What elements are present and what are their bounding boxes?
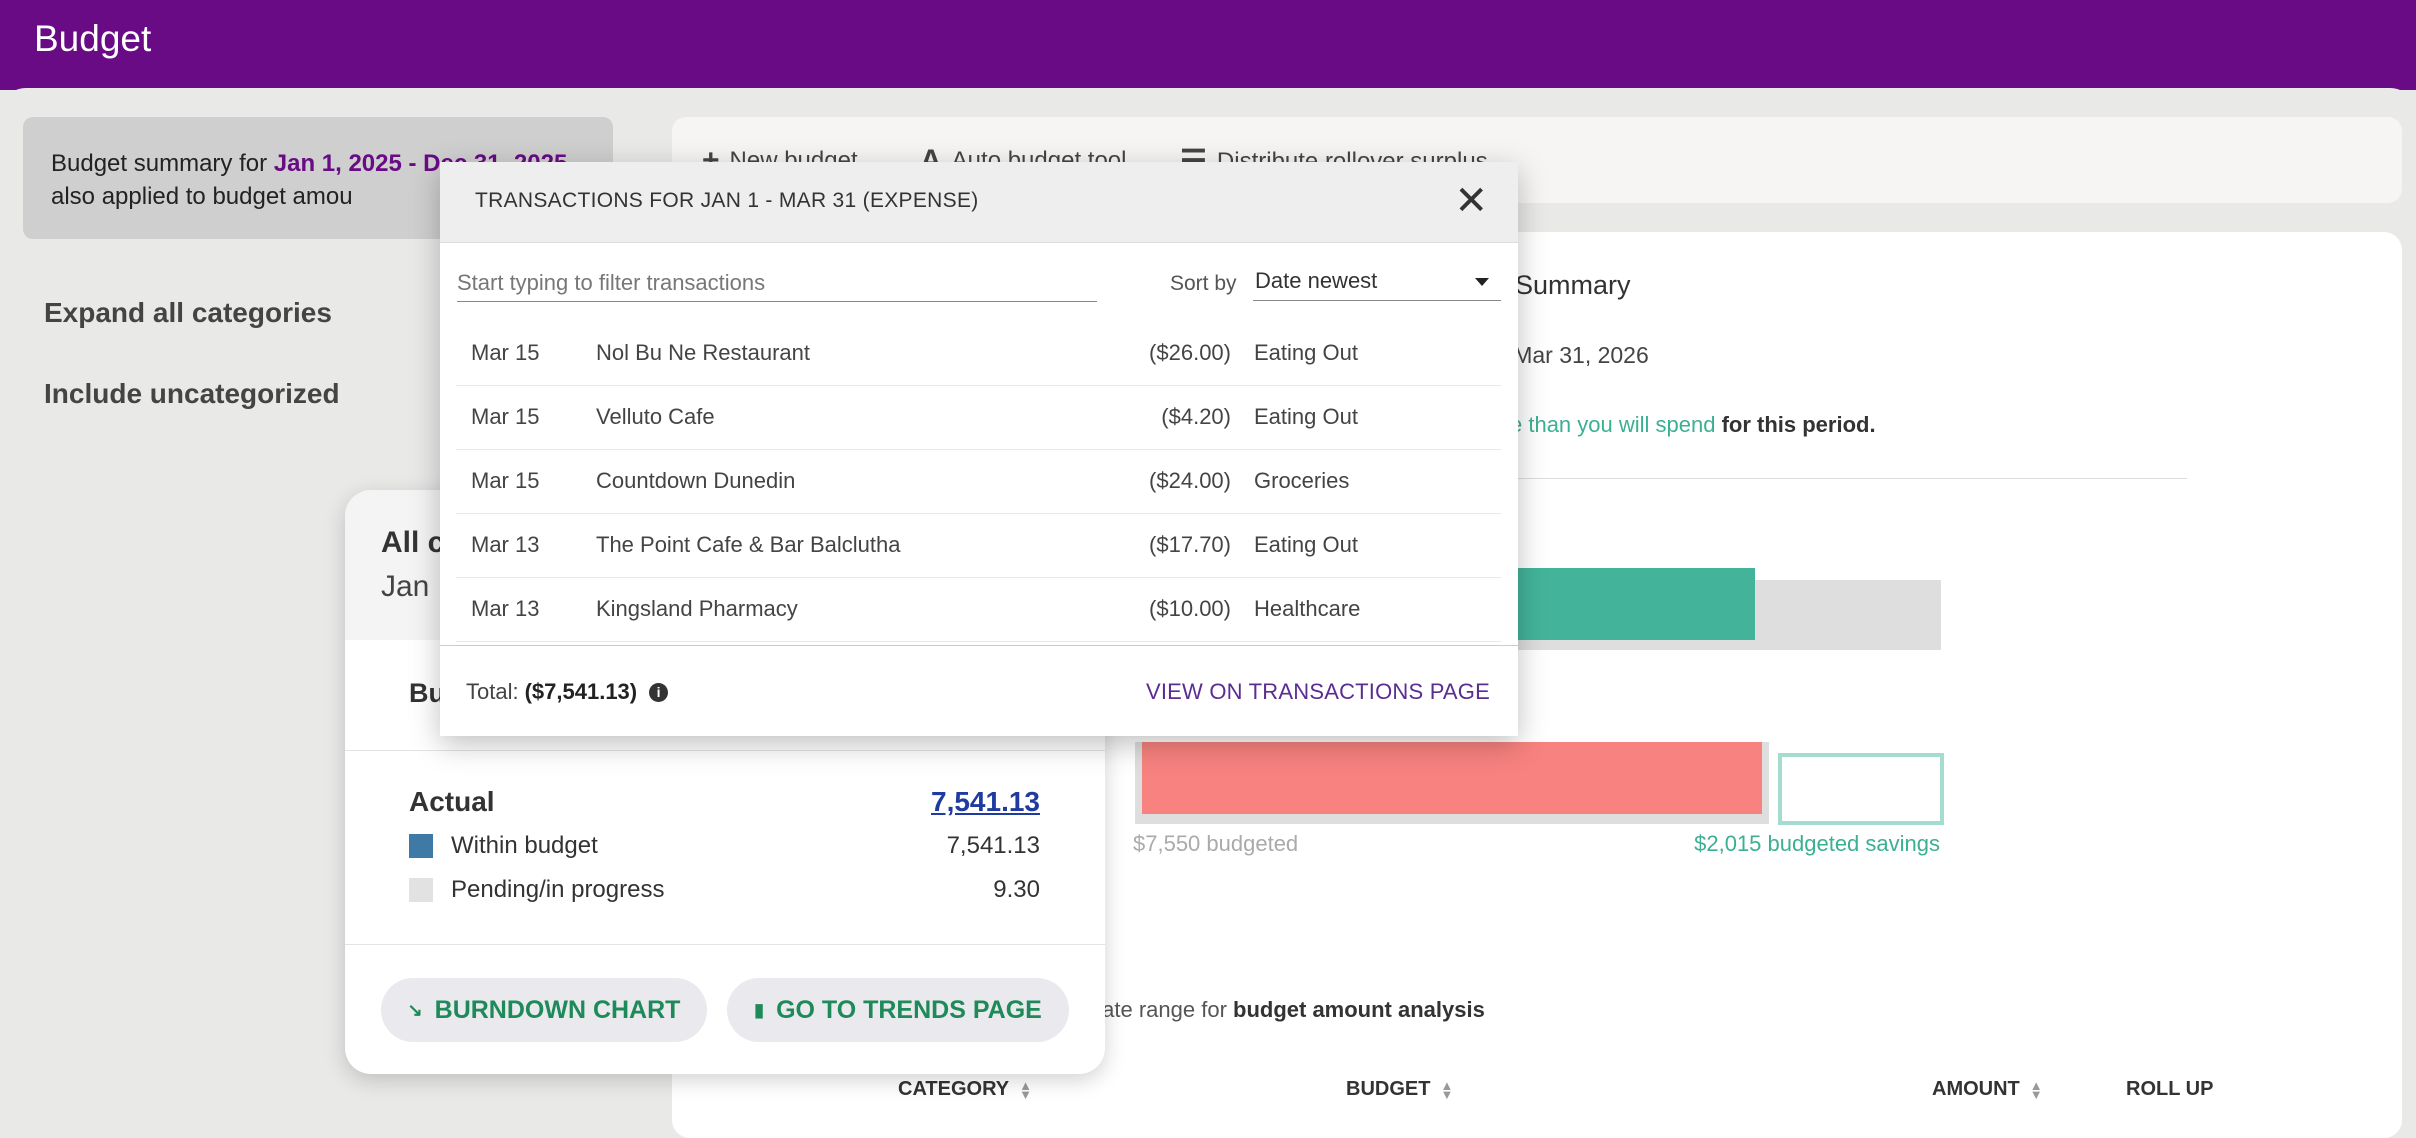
sort-icon: ▲ ▼ — [1440, 1077, 1454, 1102]
legend-label: Within budget — [451, 832, 598, 859]
transaction-amount: ($26.00) — [1149, 340, 1231, 365]
legend-pending: Pending/in progress — [409, 876, 664, 904]
expand-all-categories[interactable]: Expand all categories — [44, 297, 332, 328]
savings-bar[interactable] — [1778, 753, 1944, 825]
category-title: All c — [381, 526, 445, 559]
legend-within-budget: Within budget — [409, 832, 598, 860]
transaction-category: Eating Out — [1254, 340, 1358, 365]
transaction-category: Eating Out — [1254, 532, 1358, 557]
legend-value: 9.30 — [993, 876, 1040, 903]
transaction-row[interactable]: Mar 15 Countdown Dunedin ($24.00) Grocer… — [456, 450, 1501, 514]
transaction-row[interactable]: Mar 13 Kingsland Pharmacy ($10.00) Healt… — [456, 578, 1501, 642]
transactions-modal-title: TRANSACTIONS FOR JAN 1 - MAR 31 (EXPENSE… — [475, 189, 979, 212]
summary-prefix: Budget summary for — [51, 150, 274, 177]
transaction-category: Healthcare — [1254, 596, 1361, 621]
transaction-date: Mar 15 — [471, 468, 540, 493]
expense-bar[interactable] — [1142, 742, 1762, 814]
transaction-amount: ($4.20) — [1161, 404, 1231, 429]
transaction-date: Mar 13 — [471, 532, 540, 557]
legend-value: 7,541.13 — [946, 832, 1040, 859]
sort-value: Date newest — [1255, 268, 1378, 293]
budgeted-label: $7,550 budgeted — [1133, 831, 1299, 856]
total-label: Total: — [466, 679, 519, 704]
transaction-row[interactable]: Mar 15 Velluto Cafe ($4.20) Eating Out — [456, 386, 1501, 450]
transaction-category: Eating Out — [1254, 404, 1358, 429]
total-value: ($7,541.13) — [524, 679, 638, 704]
column-category-label: CATEGORY — [898, 1078, 1010, 1100]
category-subtitle: Jan — [381, 570, 430, 603]
chevron-down-icon — [1475, 278, 1489, 286]
column-budget-label: BUDGET — [1346, 1078, 1431, 1100]
close-icon[interactable]: ✕ — [1454, 179, 1488, 223]
view-on-transactions-page-link[interactable]: VIEW ON TRANSACTIONS PAGE — [1145, 679, 1490, 704]
transaction-name: Velluto Cafe — [596, 404, 715, 429]
actual-value-link[interactable]: 7,541.13 — [931, 786, 1040, 817]
divider — [345, 944, 1105, 945]
transaction-date: Mar 13 — [471, 596, 540, 621]
trends-page-button[interactable]: ▮ GO TO TRENDS PAGE — [727, 978, 1069, 1042]
transaction-amount: ($10.00) — [1149, 596, 1231, 621]
column-amount-label: AMOUNT — [1932, 1078, 2020, 1100]
transaction-date: Mar 15 — [471, 404, 540, 429]
column-header-rollup[interactable]: ROLL UP — [2126, 1078, 2213, 1101]
transaction-filter-input[interactable] — [457, 265, 1097, 302]
transaction-name: Kingsland Pharmacy — [596, 596, 798, 621]
analysis-bold: budget amount analysis — [1233, 997, 1485, 1022]
app-header: Budget — [0, 0, 2416, 90]
transactions-modal: TRANSACTIONS FOR JAN 1 - MAR 31 (EXPENSE… — [440, 162, 1518, 736]
column-header-budget[interactable]: BUDGET ▲ ▼ — [1346, 1078, 1453, 1101]
transaction-amount: ($17.70) — [1149, 532, 1231, 557]
column-header-category[interactable]: CATEGORY ▲ ▼ — [898, 1078, 1032, 1101]
transaction-date: Mar 15 — [471, 340, 540, 365]
sort-by-label: Sort by — [1170, 272, 1237, 295]
transaction-name: Nol Bu Ne Restaurant — [596, 340, 810, 365]
transaction-row[interactable]: Mar 13 The Point Cafe & Bar Balclutha ($… — [456, 514, 1501, 578]
summary-message: e than you will spend for this period. — [1510, 412, 1876, 438]
analysis-mid: date range for — [1083, 997, 1234, 1022]
burndown-label: BURNDOWN CHART — [434, 995, 681, 1024]
transactions-modal-header: TRANSACTIONS FOR JAN 1 - MAR 31 (EXPENSE… — [440, 162, 1518, 243]
legend-label: Pending/in progress — [451, 876, 665, 903]
category-budget-label: Bu — [409, 678, 445, 708]
trends-label: GO TO TRENDS PAGE — [776, 995, 1042, 1024]
transaction-category: Groceries — [1254, 468, 1350, 493]
bar-chart-icon: ▮ — [754, 999, 765, 1020]
summary-message-rest: for this period. — [1715, 412, 1876, 437]
column-rollup-label: ROLL UP — [2126, 1078, 2214, 1100]
summary-message-highlight: e than you will spend — [1510, 412, 1716, 437]
actual-label: Actual — [409, 786, 495, 817]
legend-swatch — [409, 834, 433, 858]
sort-select[interactable]: Date newest — [1253, 262, 1501, 301]
transactions-total: Total: ($7,541.13) i — [466, 679, 669, 705]
divider — [345, 750, 1105, 751]
legend-swatch — [409, 878, 433, 902]
transaction-name: The Point Cafe & Bar Balclutha — [596, 532, 901, 557]
sort-icon: ▲ ▼ — [2029, 1077, 2043, 1102]
budgeted-savings-label: $2,015 budgeted savings — [1694, 831, 1940, 856]
info-icon[interactable]: i — [649, 682, 669, 702]
transaction-amount: ($24.00) — [1149, 468, 1231, 493]
transaction-name: Countdown Dunedin — [596, 468, 796, 493]
page-title: Budget — [34, 18, 152, 59]
budget-summary-text: Budget summary for Jan 1, 2025 - Dec 31,… — [51, 147, 611, 213]
analysis-note: ry date range for budget amount analysis — [1063, 997, 1485, 1023]
transaction-row[interactable]: Mar 15 Nol Bu Ne Restaurant ($26.00) Eat… — [456, 322, 1501, 386]
sort-icon: ▲ ▼ — [1019, 1077, 1032, 1102]
summary-suffix: , also applied to budget amou — [51, 150, 574, 210]
burndown-chart-button[interactable]: ↘ BURNDOWN CHART — [381, 978, 707, 1042]
modal-footer-divider — [440, 645, 1518, 646]
include-uncategorized[interactable]: Include uncategorized — [44, 378, 340, 409]
trend-down-icon: ↘ — [407, 999, 423, 1020]
summary-divider — [1480, 478, 2187, 479]
column-header-amount[interactable]: AMOUNT ▲ ▼ — [1932, 1078, 2043, 1101]
